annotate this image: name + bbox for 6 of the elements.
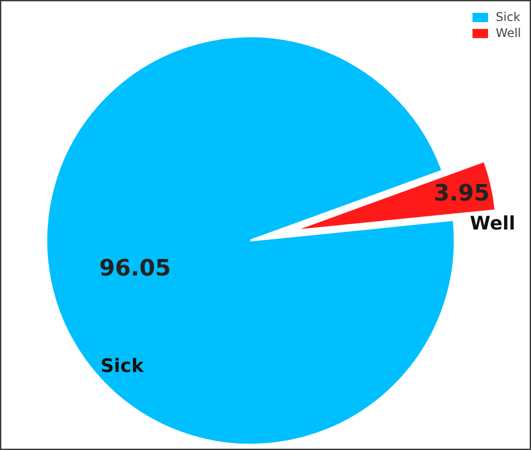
data-label: 96.05 [99, 255, 171, 282]
legend-label: Sick [496, 10, 520, 24]
data-label: 3.95 [434, 180, 490, 207]
slice-label: Well [470, 214, 516, 235]
slice-label: Sick [100, 356, 144, 377]
legend-label: Well [496, 26, 521, 40]
